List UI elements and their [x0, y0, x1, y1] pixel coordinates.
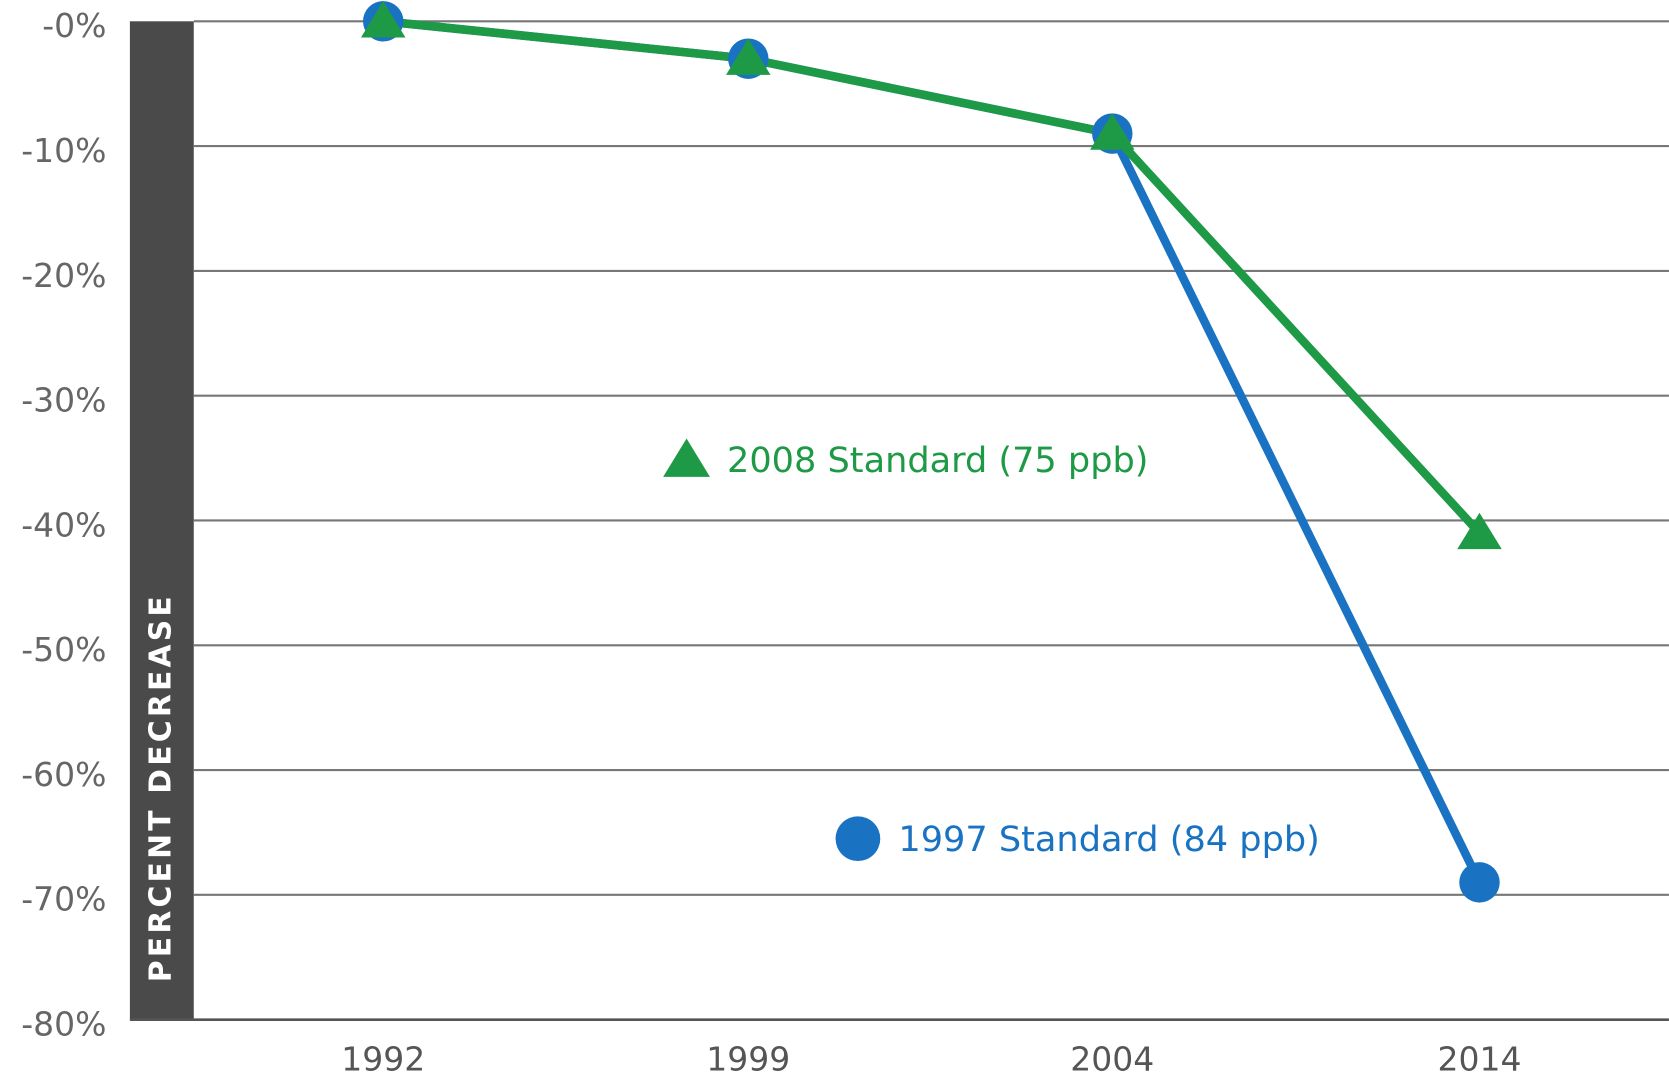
- x-tick-label: 2004: [1070, 1040, 1154, 1079]
- y-axis-label: PERCENT DECREASE: [143, 593, 178, 982]
- y-label-bar: [129, 21, 194, 1020]
- x-tick-label: 1992: [341, 1040, 425, 1079]
- y-tick-label: -30%: [21, 381, 106, 420]
- marker: [360, 1, 406, 38]
- legend-marker: [663, 438, 710, 477]
- y-tick-label: -80%: [21, 1005, 106, 1044]
- marker: [726, 38, 771, 75]
- y-tick-label: -10%: [21, 131, 106, 170]
- y-tick-label: -50%: [21, 630, 106, 669]
- y-tick-label: -60%: [21, 755, 106, 794]
- y-tick-label: -20%: [21, 256, 106, 295]
- marker: [1459, 862, 1500, 903]
- marker: [1457, 512, 1502, 550]
- y-tick-label: -0%: [42, 6, 106, 45]
- legend-marker: [835, 816, 881, 862]
- marker: [1090, 113, 1135, 150]
- legend-label: 2008 Standard (75 ppb): [727, 440, 1148, 481]
- series-line: [382, 17, 1483, 536]
- x-tick-label: 2014: [1438, 1040, 1522, 1079]
- legend-label: 1997 Standard (84 ppb): [898, 819, 1319, 860]
- y-tick-label: -70%: [21, 880, 106, 919]
- x-tick-label: 1999: [706, 1040, 790, 1079]
- y-tick-label: -40%: [21, 505, 106, 544]
